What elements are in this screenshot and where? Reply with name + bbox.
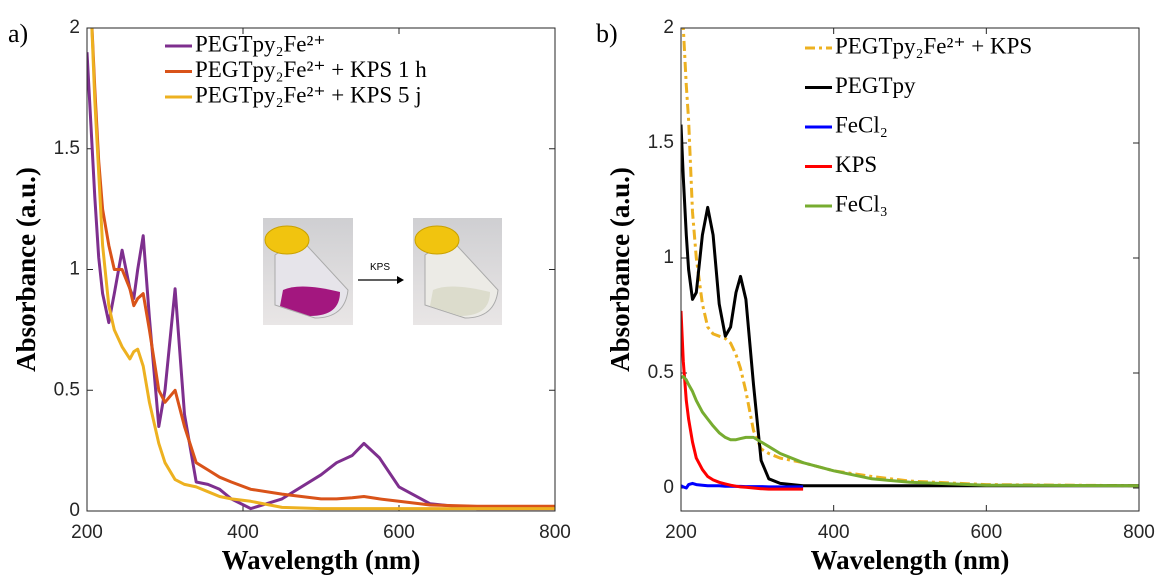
legend-label: KPS — [835, 152, 877, 177]
data-line — [681, 310, 804, 491]
y-axis-label: Absorbance (a.u.) — [11, 167, 41, 372]
axes-frame — [680, 27, 1140, 512]
solution — [430, 286, 490, 316]
panel-label: a) — [8, 19, 28, 48]
x-tick-label: 400 — [818, 522, 850, 543]
legend-label: PEGTpy — [835, 73, 916, 98]
axes-frame — [86, 27, 556, 512]
data-line — [681, 481, 804, 490]
inset-label: KPS — [370, 262, 390, 273]
y-tick-label: 0.5 — [648, 362, 674, 383]
legend-label: PEGTpy₂Fe²⁺ — [195, 31, 326, 56]
y-tick-label: 2 — [69, 17, 80, 38]
x-tick-label: 600 — [970, 522, 1002, 543]
cap — [264, 225, 310, 255]
y-tick-label: 0.5 — [54, 379, 80, 400]
series-group — [681, 28, 1139, 491]
x-tick-label: 800 — [1123, 522, 1155, 543]
x-axis-label: Wavelength (nm) — [811, 545, 1010, 575]
arrow-head — [397, 276, 404, 284]
y-tick-label: 0 — [663, 477, 674, 498]
x-tick-label: 600 — [383, 522, 415, 543]
legend-label: PEGTpy₂Fe²⁺ + KPS 1 h — [195, 57, 427, 82]
data-line — [681, 375, 1139, 488]
x-tick-label: 200 — [665, 522, 697, 543]
cap — [414, 225, 460, 255]
panel-label: b) — [596, 19, 618, 48]
x-tick-label: 800 — [539, 522, 571, 543]
inset-photos: KPS — [263, 218, 502, 325]
legend-label: PEGTpy₂Fe²⁺ + KPS — [835, 33, 1032, 58]
y-tick-label: 0 — [69, 500, 80, 521]
x-axis-label: Wavelength (nm) — [222, 545, 421, 575]
y-tick-label: 1.5 — [648, 132, 674, 153]
y-tick-label: 1 — [69, 259, 80, 280]
data-line — [681, 124, 1139, 488]
series-group — [87, 28, 555, 511]
y-tick-label: 2 — [663, 17, 674, 38]
x-tick-label: 400 — [227, 522, 259, 543]
data-line — [90, 28, 555, 508]
legend-label: PEGTpy₂Fe²⁺ + KPS 5 j — [195, 82, 422, 107]
data-line — [90, 28, 555, 511]
y-axis-label: Absorbance (a.u.) — [605, 167, 635, 372]
legend-label: FeCl₂ — [835, 112, 888, 137]
legend-label: FeCl₃ — [835, 191, 888, 216]
solution — [280, 286, 340, 316]
data-line — [87, 52, 555, 511]
data-line — [681, 28, 1139, 488]
y-tick-label: 1 — [663, 247, 674, 268]
x-tick-label: 200 — [71, 522, 103, 543]
y-tick-label: 1.5 — [54, 138, 80, 159]
